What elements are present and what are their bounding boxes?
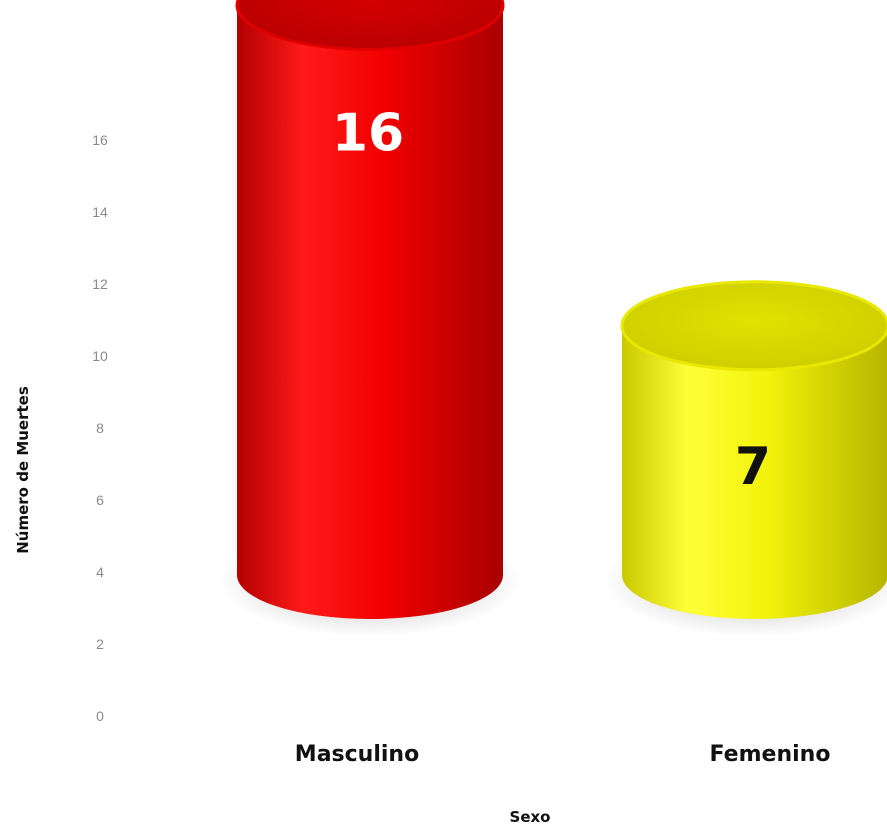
y-axis-ticks: 0 2 4 6 8 10 12 14 16	[92, 132, 108, 724]
bar-top-masculino	[235, 0, 505, 51]
y-tick-label: 16	[92, 132, 108, 148]
bar-femenino	[622, 325, 887, 619]
x-tick-label: Femenino	[710, 742, 831, 767]
bar-masculino	[237, 5, 503, 619]
data-labels: 16 7	[332, 103, 771, 496]
y-tick-label: 4	[96, 564, 104, 580]
data-label: 7	[735, 437, 771, 497]
y-tick-label: 10	[92, 348, 108, 364]
x-axis-category-labels: Masculino Femenino	[295, 742, 831, 767]
bar-top-femenino	[620, 280, 887, 372]
bars	[219, 0, 887, 637]
y-tick-label: 0	[96, 708, 104, 724]
x-tick-label: Masculino	[295, 742, 419, 767]
y-tick-label: 8	[96, 420, 104, 436]
x-axis-title: Sexo	[510, 808, 551, 826]
data-label: 16	[332, 103, 404, 163]
y-tick-label: 14	[92, 204, 108, 220]
y-tick-label: 6	[96, 492, 104, 508]
y-tick-label: 12	[92, 276, 108, 292]
y-axis-title: Número de Muertes	[14, 386, 32, 554]
y-tick-label: 2	[96, 636, 104, 652]
